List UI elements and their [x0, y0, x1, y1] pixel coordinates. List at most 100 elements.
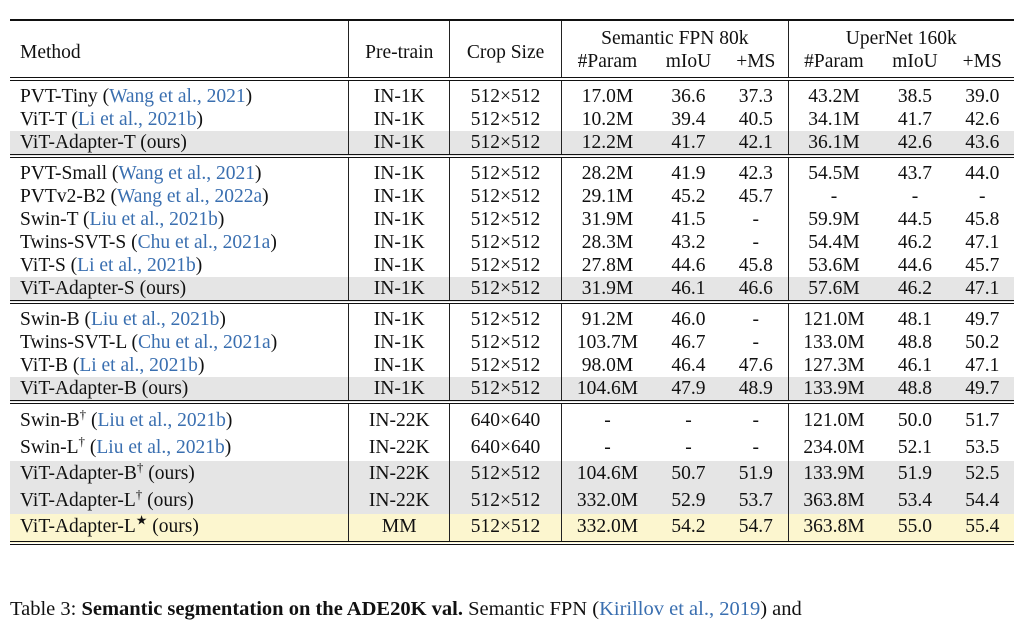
cell-pretrain: IN-1K [348, 354, 451, 377]
cell-method: Twins-SVT-S (Chu et al., 2021a) [10, 231, 350, 254]
table-row: ViT-Adapter-L★ (ours) MM 512×512 332.0M 54.2… [10, 514, 1014, 545]
cell-method: ViT-Adapter-T (ours) [10, 131, 350, 158]
cell-upernet-ms: 50.2 [965, 332, 1000, 353]
cell-fpn-miou: 46.7 [671, 332, 706, 353]
cell-fpn-miou: - [685, 410, 692, 431]
cell-fpn-ms: 45.8 [724, 254, 789, 277]
citation-link[interactable]: Liu et al., 2021b [97, 410, 226, 431]
cell-fpn-ms: 47.6 [724, 354, 789, 377]
cell-fpn-miou: 43.2 [671, 232, 706, 253]
citation-link[interactable]: Liu et al., 2021b [96, 436, 225, 458]
cell-fpn-ms: 37.3 [724, 79, 789, 108]
table-row: Swin-L† (Liu et al., 2021b) IN-22K 640×640… [10, 434, 1014, 461]
ours-label: (ours) [139, 278, 187, 299]
cell-method: ViT-Adapter-L★ (ours) [10, 514, 350, 545]
cell-fpn-miou: 54.2 [652, 514, 725, 545]
cell-method: Swin-B† (Liu et al., 2021b) [10, 402, 350, 435]
cell-method: ViT-Adapter-S (ours) [10, 277, 350, 304]
cell-pretrain: IN-22K [348, 434, 451, 461]
citation-link[interactable]: Wang et al., 2022a [116, 186, 263, 207]
cell-crop-size: 512×512 [449, 156, 563, 185]
cell-fpn-miou: 36.6 [671, 86, 706, 107]
cell-fpn-ms: - [724, 208, 789, 231]
cell-fpn-miou: 45.2 [671, 186, 706, 207]
cell-fpn-param: 91.2M [581, 309, 634, 330]
cell-upernet-param: 363.8M [788, 487, 880, 514]
cell-method: ViT-Adapter-B (ours) [10, 377, 350, 404]
cell-crop-size: 512×512 [449, 231, 563, 254]
method-name: ViT-Adapter-B [20, 378, 137, 399]
cell-method: Twins-SVT-L (Chu et al., 2021a) [10, 331, 350, 354]
cell-fpn-ms: 40.5 [724, 108, 789, 131]
cell-upernet-param: - [830, 186, 838, 207]
table-caption: Table 3: Semantic segmentation on the AD… [10, 598, 802, 621]
cell-upernet-miou: 46.2 [879, 277, 951, 304]
cell-fpn-ms: - [724, 231, 789, 254]
cell-upernet-ms: 55.4 [950, 514, 1014, 545]
citation-link[interactable]: Li et al., 2021b [77, 255, 196, 276]
method-name: ViT-Adapter-B [20, 463, 137, 484]
cell-upernet-ms: 53.5 [965, 436, 1000, 458]
cell-upernet-param: 234.0M [803, 436, 865, 458]
cell-fpn-ms: - [724, 402, 789, 435]
citation-link[interactable]: Liu et al., 2021b [89, 209, 218, 230]
cell-fpn-param: 104.6M [561, 461, 653, 488]
cell-fpn-miou: 44.6 [671, 255, 706, 276]
cell-fpn-param: 17.0M [581, 86, 634, 107]
citation-link[interactable]: Li et al., 2021b [77, 109, 197, 130]
cell-fpn-ms: 45.7 [724, 185, 789, 208]
citation-link[interactable]: Li et al., 2021b [79, 355, 198, 376]
cell-fpn-miou: - [685, 436, 692, 458]
cell-upernet-ms: 45.8 [965, 209, 1000, 230]
table-row: Twins-SVT-L (Chu et al., 2021a) IN-1K 512×… [10, 331, 1014, 354]
cell-fpn-param: 28.3M [581, 232, 634, 253]
cell-upernet-param: 133.9M [788, 461, 880, 488]
citation-link[interactable]: Liu et al., 2021b [90, 309, 220, 330]
cell-fpn-ms: 53.7 [724, 487, 789, 514]
cell-fpn-param: 332.0M [561, 514, 653, 545]
cell-upernet-param: 36.1M [788, 131, 880, 158]
method-name: ViT-T [20, 109, 67, 130]
cell-fpn-miou: 41.7 [652, 131, 725, 158]
cell-upernet-param: 363.8M [788, 514, 880, 545]
cell-upernet-miou: 38.5 [897, 86, 932, 107]
cell-upernet-miou: 53.4 [879, 487, 951, 514]
cell-upernet-ms: 44.0 [965, 163, 1000, 184]
method-marker: † [135, 486, 143, 501]
cell-fpn-ms: 46.6 [724, 277, 789, 304]
cell-fpn-ms: 48.9 [724, 377, 789, 404]
cell-pretrain: IN-1K [348, 331, 451, 354]
citation-link[interactable]: Chu et al., 2021a [137, 232, 271, 253]
cell-upernet-param: 53.6M [808, 255, 860, 276]
cell-fpn-ms: - [724, 302, 789, 331]
citation-link[interactable]: Wang et al., 2021 [109, 86, 246, 107]
cell-fpn-ms: 42.3 [724, 156, 789, 185]
method-marker: † [136, 459, 144, 475]
table-row: ViT-Adapter-B† (ours) IN-22K 512×512 104.6M… [10, 461, 1014, 488]
cell-method: Swin-T (Liu et al., 2021b) [10, 208, 350, 231]
method-name: Swin-B [20, 309, 80, 330]
cell-pretrain: IN-22K [348, 461, 451, 488]
citation-link[interactable]: Chu et al., 2021a [138, 332, 271, 353]
cell-fpn-param: 31.9M [561, 277, 653, 304]
table-row: ViT-Adapter-L† (ours) IN-22K 512×512 332.0M… [10, 486, 1014, 514]
citation-link[interactable]: Wang et al., 2021 [118, 163, 255, 184]
cell-pretrain: IN-1K [348, 108, 451, 131]
header-crop-size: Crop Size [449, 19, 563, 81]
cell-crop-size: 512×512 [449, 354, 563, 377]
table-row: ViT-S (Li et al., 2021b) IN-1K 512×512 27.8… [10, 254, 1014, 277]
cell-crop-size: 512×512 [449, 131, 563, 158]
table-row: ViT-Adapter-T (ours) IN-1K 512×512 12.2M 41.… [10, 131, 1014, 158]
cell-upernet-param: 54.4M [808, 232, 860, 253]
cell-pretrain: IN-1K [348, 377, 451, 404]
caption-text-end: ) and [760, 598, 802, 620]
cell-upernet-miou: 51.9 [879, 461, 951, 488]
caption-citation-link[interactable]: Kirillov et al., 2019 [599, 598, 761, 620]
cell-fpn-param: 31.9M [581, 209, 634, 230]
table-row: Twins-SVT-S (Chu et al., 2021a) IN-1K 512×… [10, 231, 1014, 254]
cell-fpn-param: 12.2M [561, 131, 653, 158]
cell-upernet-ms: 49.7 [965, 309, 1000, 330]
method-name: ViT-Adapter-L [20, 489, 136, 511]
cell-pretrain: IN-1K [348, 156, 451, 185]
caption-title: Semantic segmentation on the ADE20K val. [81, 598, 463, 620]
